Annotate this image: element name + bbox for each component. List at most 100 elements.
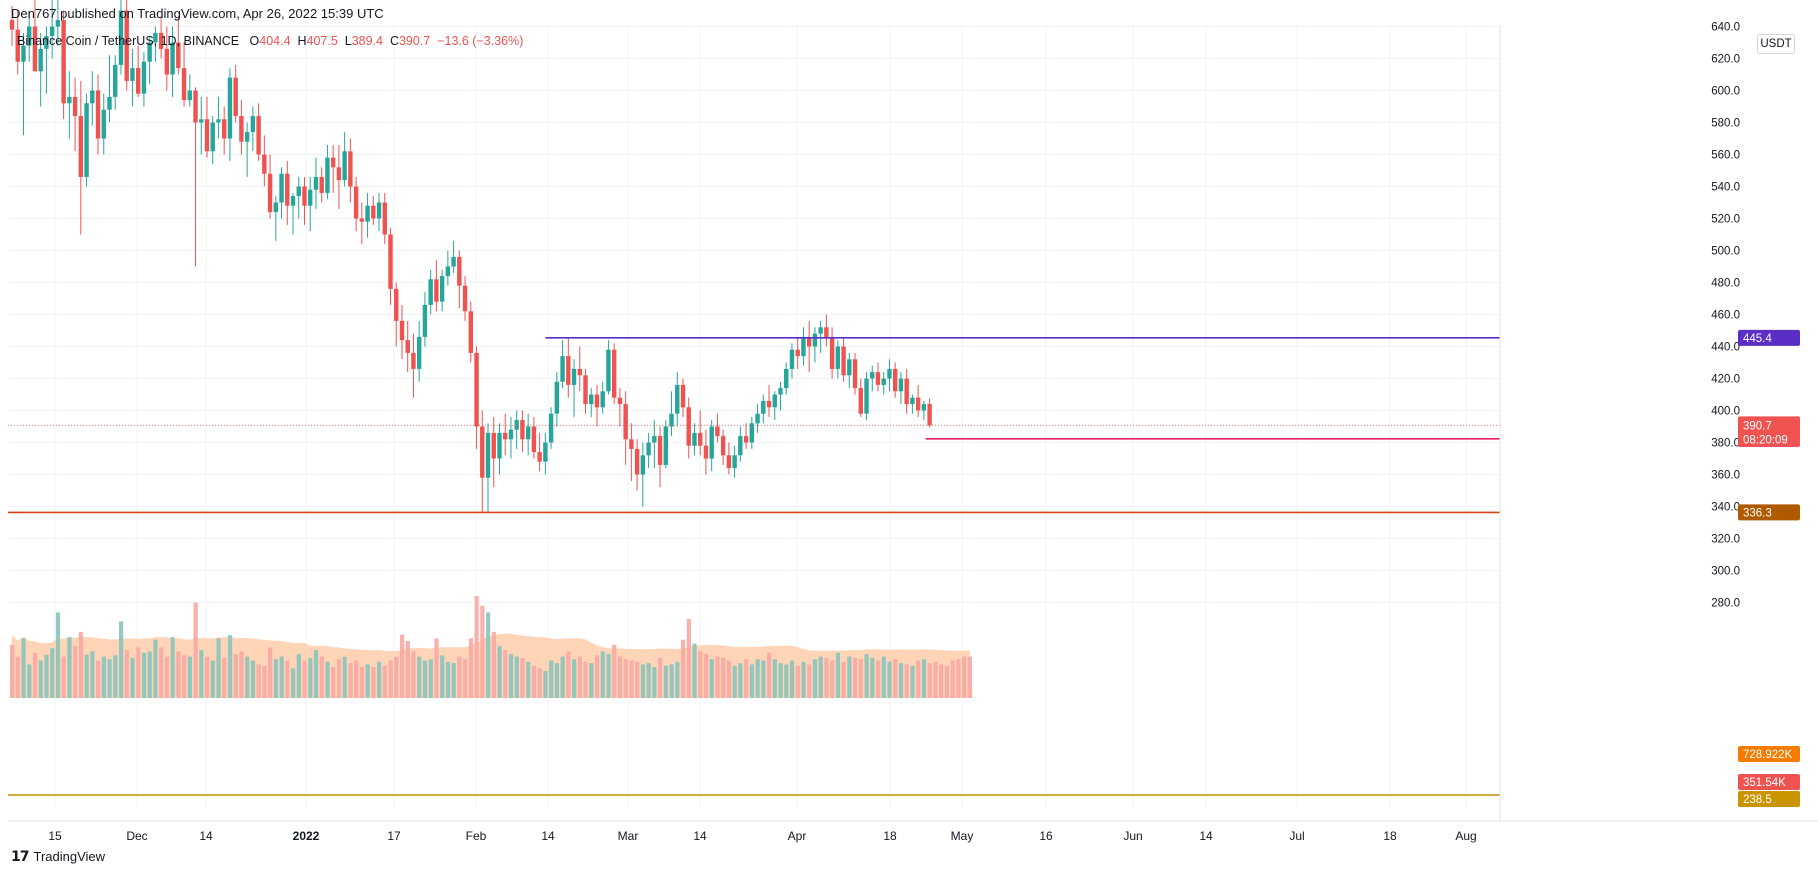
- candle-body: [118, 10, 124, 65]
- volume-bar: [784, 664, 789, 698]
- candle-body: [480, 426, 485, 478]
- volume-bar: [893, 659, 898, 698]
- candle-body: [571, 368, 577, 385]
- volume-bar: [967, 656, 972, 698]
- candle-body: [388, 234, 393, 289]
- price-tick-label: 440.0: [1711, 342, 1740, 354]
- candle-body: [531, 426, 537, 453]
- candle-body: [411, 352, 416, 369]
- candle-body: [720, 436, 726, 456]
- volume-bar: [778, 663, 783, 698]
- candle-body: [829, 336, 835, 369]
- volume-bar: [199, 650, 204, 698]
- volume-bar: [147, 651, 152, 698]
- candle-body: [273, 202, 279, 213]
- candle-body: [9, 20, 15, 30]
- candle-body: [296, 186, 301, 197]
- candle-body: [302, 186, 307, 206]
- candle-body: [394, 288, 399, 321]
- volume-bar: [365, 664, 370, 698]
- time-tick-label: 14: [199, 829, 213, 843]
- volume-bar: [256, 664, 261, 698]
- time-tick-label: Aug: [1455, 829, 1476, 843]
- candle-body: [875, 372, 881, 385]
- volume-bar: [164, 656, 170, 698]
- candles: [9, 0, 932, 513]
- candle-body: [199, 119, 204, 123]
- volume-bar: [222, 657, 227, 698]
- volume-bar: [726, 660, 732, 698]
- close-label: C: [389, 34, 399, 48]
- volume-bar: [594, 655, 600, 698]
- volume-bar: [950, 660, 955, 698]
- candle-body: [216, 119, 221, 123]
- candle-body: [451, 256, 456, 267]
- level-lines[interactable]: [8, 337, 1500, 796]
- price-tick-label: 340.0: [1711, 502, 1740, 514]
- candle-body: [594, 394, 600, 408]
- volume-bar: [377, 661, 382, 698]
- candle-body: [21, 45, 26, 62]
- open-value: 404.4: [259, 34, 291, 48]
- candle-body: [416, 336, 422, 369]
- volume-bar: [864, 654, 869, 698]
- candle-body: [15, 29, 20, 62]
- volume-bar: [789, 660, 795, 698]
- major-support-label-text: 336.3: [1743, 507, 1772, 519]
- volume-bar: [623, 659, 628, 698]
- volume-bar: [629, 660, 634, 698]
- volume-bar: [875, 660, 881, 698]
- volume-bar: [939, 664, 944, 698]
- volume-bar: [635, 661, 640, 698]
- currency-unit-button[interactable]: USDT: [1757, 34, 1795, 54]
- volume-bar: [640, 664, 646, 698]
- last-price-label: 390.7 08:20:09: [1738, 416, 1800, 447]
- candle-body: [761, 400, 766, 414]
- volume-bar: [692, 643, 697, 698]
- volume-bar: [801, 661, 806, 698]
- candle-body: [835, 346, 841, 369]
- volume-bar: [514, 656, 519, 698]
- volume-bar: [273, 659, 279, 698]
- time-axis[interactable]: 15 Dec 14 2022 17 Feb 14 Mar 14 Apr 18 May 16 Jun 14 Ju…: [8, 820, 1818, 843]
- volume-bar: [617, 656, 623, 698]
- candle-body: [818, 327, 823, 334]
- volume-bar: [652, 667, 657, 698]
- candle-body: [181, 68, 187, 101]
- volume-bar: [153, 639, 158, 698]
- volume-bar: [55, 612, 61, 698]
- resistance-label-bg: [1738, 329, 1800, 346]
- volume-level-label-text: 238.5: [1743, 794, 1772, 806]
- candle-body: [915, 397, 921, 411]
- volume-bar: [348, 663, 353, 698]
- volume-bar: [583, 661, 588, 698]
- candle-body: [422, 304, 428, 337]
- volume-bar: [675, 661, 680, 698]
- symbol-name[interactable]: Binance Coin / TetherUS, 1D, BINANCE: [17, 34, 240, 48]
- volume-bar: [703, 654, 709, 698]
- candle-body: [743, 436, 749, 443]
- volume-bar: [663, 665, 668, 698]
- candle-body: [439, 276, 445, 302]
- candle-body: [434, 279, 439, 302]
- volume-bar: [428, 659, 433, 698]
- time-tick-label: Dec: [126, 829, 147, 843]
- low-value: 389.4: [351, 34, 383, 48]
- candle-body: [153, 32, 158, 43]
- volume-bar: [239, 651, 244, 698]
- candle-body: [353, 186, 359, 219]
- candle-body: [824, 327, 829, 337]
- candle-body: [795, 349, 800, 357]
- candle-body: [686, 407, 691, 446]
- volume-bar: [84, 654, 89, 698]
- volume-bar: [78, 631, 84, 698]
- price-axis[interactable]: 640.0 620.0 600.0 580.0 560.0 540.0 520.0 500.0…: [1499, 22, 1740, 821]
- major-support-label-bg: [1738, 504, 1800, 521]
- footer-brand[interactable]: 𝟭𝟳 TradingView: [11, 848, 105, 865]
- volume-bar: [382, 665, 387, 698]
- candle-body: [755, 413, 760, 424]
- tradingview-logo-icon: 𝟭𝟳: [11, 848, 30, 864]
- candle-body: [445, 266, 451, 277]
- volume-bar: [285, 660, 290, 698]
